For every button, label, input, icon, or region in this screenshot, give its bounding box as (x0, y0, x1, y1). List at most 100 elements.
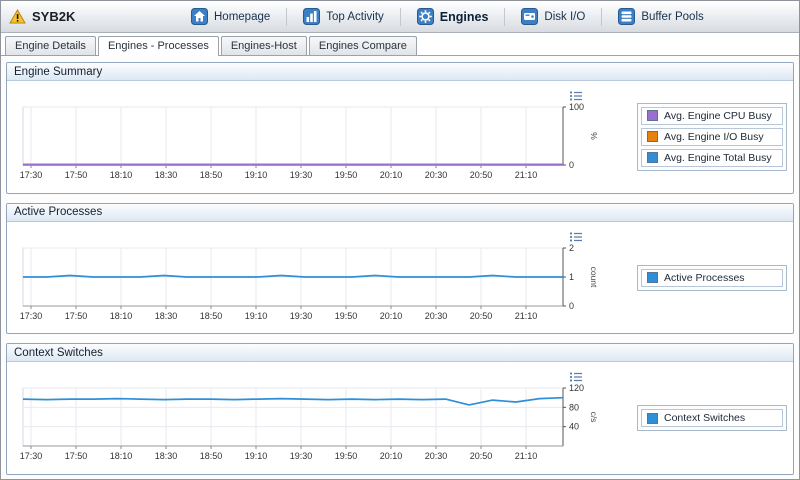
svg-text:17:50: 17:50 (65, 451, 88, 461)
svg-text:80: 80 (569, 403, 579, 413)
legend-item-avg-engine-total-busy[interactable]: Avg. Engine Total Busy (641, 148, 783, 167)
chart-menu-icon[interactable] (569, 89, 583, 101)
engine-summary-chart: 17:30 17:50 18:10 18:30 18:50 19:10 19:30 19:50… (20, 102, 599, 180)
engine-summary-chart-wrap: 17:30 17:50 18:10 18:30 18:50 19:10 19:30 19:50… (15, 89, 627, 185)
svg-text:count: count (589, 266, 599, 287)
panel-context-switches-body: 17:30 17:50 18:10 18:30 18:50 19:10 19:30 19:50… (7, 362, 793, 474)
title-area: SYB2K (9, 8, 179, 24)
content-area: Engine Summary 17:30 17:50 18:10 18:30 18:50… (1, 56, 799, 479)
tab-engines-compare[interactable]: Engines Compare (308, 36, 417, 55)
nav-disk-io-button[interactable]: Disk I/O (509, 5, 597, 28)
active-processes-chart: 17:30 17:50 18:10 18:30 18:50 19:10 19:30 19:50… (20, 243, 599, 321)
nav-disk-io-label: Disk I/O (544, 10, 586, 23)
svg-text:18:10: 18:10 (110, 451, 133, 461)
nav-separator (504, 7, 506, 26)
nav-top-activity-button[interactable]: Top Activity (291, 5, 396, 28)
window-title: SYB2K (32, 9, 76, 24)
legend-item-active-processes[interactable]: Active Processes (641, 268, 783, 287)
panel-context-switches-header: Context Switches (7, 344, 793, 363)
legend-label: Avg. Engine Total Busy (664, 151, 772, 164)
legend-label: Avg. Engine I/O Busy (664, 130, 764, 143)
svg-text:0: 0 (569, 160, 574, 170)
svg-text:18:30: 18:30 (155, 451, 178, 461)
svg-text:19:30: 19:30 (290, 451, 313, 461)
svg-text:18:50: 18:50 (200, 451, 223, 461)
svg-text:2: 2 (569, 243, 574, 253)
tab-bar: Engine Details Engines - Processes Engin… (1, 33, 799, 56)
svg-text:20:10: 20:10 (380, 451, 403, 461)
svg-text:c/s: c/s (589, 412, 599, 423)
svg-text:17:50: 17:50 (65, 311, 88, 321)
legend-item-avg-engine-cpu-busy[interactable]: Avg. Engine CPU Busy (641, 106, 783, 125)
legend-swatch (647, 412, 658, 424)
engine-icon (416, 8, 434, 25)
svg-text:40: 40 (569, 422, 579, 432)
chart-menu-icon[interactable] (569, 230, 583, 242)
svg-text:100: 100 (569, 102, 584, 112)
tab-engine-details[interactable]: Engine Details (5, 36, 96, 55)
legend-item-avg-engine-io-busy[interactable]: Avg. Engine I/O Busy (641, 127, 783, 146)
panel-active-processes-header: Active Processes (7, 203, 793, 222)
active-processes-legend: Active Processes (637, 264, 787, 291)
svg-text:17:30: 17:30 (20, 311, 43, 321)
panel-engine-summary-header: Engine Summary (7, 63, 793, 81)
context-switches-chart: 17:30 17:50 18:10 18:30 18:50 19:10 19:30 19:50… (20, 383, 599, 461)
svg-text:20:30: 20:30 (425, 170, 448, 180)
svg-text:18:30: 18:30 (155, 311, 178, 321)
nav-engines-label: Engines (439, 9, 489, 24)
svg-text:21:10: 21:10 (515, 170, 538, 180)
svg-text:120: 120 (569, 383, 584, 393)
disk-icon (521, 8, 539, 25)
svg-text:%: % (589, 132, 599, 140)
chart-menu-icon[interactable] (569, 370, 583, 382)
svg-text:17:30: 17:30 (20, 451, 43, 461)
panel-title: Context Switches (14, 346, 103, 359)
context-switches-chart-wrap: 17:30 17:50 18:10 18:30 18:50 19:10 19:30 19:50… (15, 370, 627, 466)
panel-context-switches: Context Switches 17:30 17:50 18:10 18:30 18:… (6, 343, 794, 476)
legend-swatch (647, 272, 658, 283)
svg-text:21:10: 21:10 (515, 311, 538, 321)
svg-text:20:50: 20:50 (470, 170, 493, 180)
panel-title: Engine Summary (14, 65, 103, 78)
tab-engines-host[interactable]: Engines-Host (220, 36, 307, 55)
svg-text:19:50: 19:50 (335, 311, 358, 321)
nav-separator (601, 7, 603, 26)
legend-label: Avg. Engine CPU Busy (664, 109, 772, 122)
svg-text:0: 0 (569, 301, 574, 311)
svg-text:19:30: 19:30 (290, 311, 313, 321)
nav-homepage-button[interactable]: Homepage (179, 5, 282, 28)
legend-swatch (647, 131, 658, 143)
panel-active-processes: Active Processes 17:30 17:50 18:10 18:30 18:… (6, 202, 794, 335)
nav-homepage-label: Homepage (214, 10, 271, 23)
panel-active-processes-body: 17:30 17:50 18:10 18:30 18:50 19:10 19:30 19:50… (7, 222, 793, 334)
svg-text:18:50: 18:50 (200, 170, 223, 180)
svg-text:19:10: 19:10 (245, 170, 268, 180)
svg-text:18:50: 18:50 (200, 311, 223, 321)
svg-text:18:30: 18:30 (155, 170, 178, 180)
nav-top-activity-label: Top Activity (326, 10, 384, 23)
svg-text:19:10: 19:10 (245, 311, 268, 321)
home-icon (191, 8, 208, 25)
warning-icon (9, 8, 26, 24)
svg-text:19:50: 19:50 (335, 451, 358, 461)
nav-buffer-pools-button[interactable]: Buffer Pools (606, 5, 715, 28)
nav-separator (286, 7, 288, 26)
legend-swatch (647, 152, 658, 164)
svg-text:20:10: 20:10 (380, 311, 403, 321)
nav-engines-button[interactable]: Engines (405, 5, 501, 28)
svg-text:18:10: 18:10 (110, 170, 133, 180)
nav-buffer-pools-label: Buffer Pools (641, 10, 704, 23)
svg-text:20:30: 20:30 (425, 451, 448, 461)
tab-engines-processes[interactable]: Engines - Processes (97, 36, 219, 56)
svg-text:18:10: 18:10 (110, 311, 133, 321)
legend-label: Context Switches (664, 412, 746, 425)
svg-text:1: 1 (569, 272, 574, 282)
legend-swatch (647, 110, 658, 122)
active-processes-chart-wrap: 17:30 17:50 18:10 18:30 18:50 19:10 19:30 19:50… (15, 230, 627, 326)
svg-text:20:30: 20:30 (425, 311, 448, 321)
svg-text:20:50: 20:50 (470, 451, 493, 461)
svg-text:21:10: 21:10 (515, 451, 538, 461)
context-switches-legend: Context Switches (637, 405, 787, 432)
svg-text:19:30: 19:30 (290, 170, 313, 180)
legend-item-context-switches[interactable]: Context Switches (641, 409, 783, 428)
